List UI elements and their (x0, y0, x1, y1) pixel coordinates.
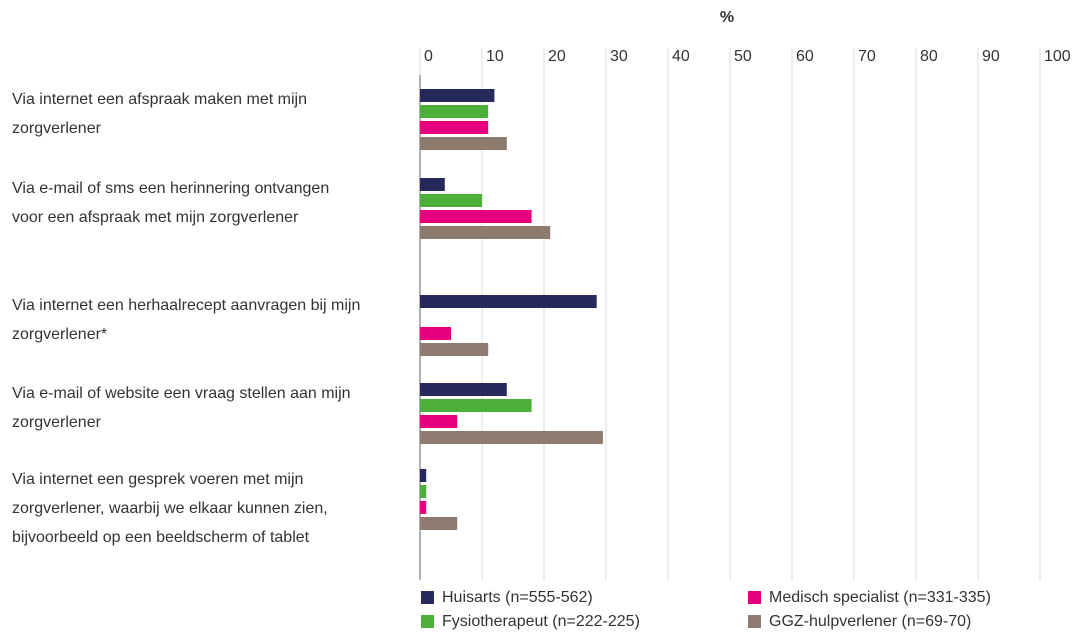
x-tick-label: 60 (796, 48, 814, 65)
bar (420, 399, 532, 412)
bar (420, 89, 495, 102)
legend-swatch (421, 615, 434, 628)
bar (420, 343, 489, 356)
x-axis-label: % (720, 9, 734, 26)
x-tick-label: 50 (734, 48, 752, 65)
bar (420, 485, 427, 498)
bar (420, 210, 532, 223)
bar (420, 194, 482, 207)
bar (420, 121, 489, 134)
category-label: Via e-mail of website een vraag stellen … (12, 385, 351, 431)
x-tick-label: 30 (610, 48, 628, 65)
legend-swatch (421, 591, 434, 604)
x-tick-label: 0 (424, 48, 433, 65)
x-tick-label: 10 (486, 48, 504, 65)
bar (420, 501, 427, 514)
bar (420, 105, 489, 118)
legend-label: GGZ-hulpverlener (n=69-70) (769, 613, 971, 630)
bar (420, 178, 445, 191)
x-tick-label: 20 (548, 48, 566, 65)
category-label: Via e-mail of sms een herinnering ontvan… (12, 180, 330, 226)
category-label: Via internet een afspraak maken met mijn… (12, 91, 307, 137)
bar (420, 226, 551, 239)
x-tick-label: 70 (858, 48, 876, 65)
legend-swatch (748, 615, 761, 628)
legend-label: Fysiotherapeut (n=222-225) (442, 613, 640, 630)
bar (420, 415, 458, 428)
legend-swatch (748, 591, 761, 604)
bar (420, 431, 603, 444)
bar (420, 137, 507, 150)
x-tick-label: 80 (920, 48, 938, 65)
legend-label: Huisarts (n=555-562) (442, 589, 593, 606)
x-tick-label: 100 (1044, 48, 1071, 65)
category-label: Via internet een herhaalrecept aanvragen… (12, 297, 361, 343)
bar (420, 469, 427, 482)
bar (420, 327, 451, 340)
bar (420, 295, 597, 308)
bar (420, 383, 507, 396)
x-tick-label: 40 (672, 48, 690, 65)
bar (420, 517, 458, 530)
x-tick-label: 90 (982, 48, 1000, 65)
category-label: Via internet een gesprek voeren met mijn… (12, 471, 328, 546)
legend-label: Medisch specialist (n=331-335) (769, 589, 991, 606)
